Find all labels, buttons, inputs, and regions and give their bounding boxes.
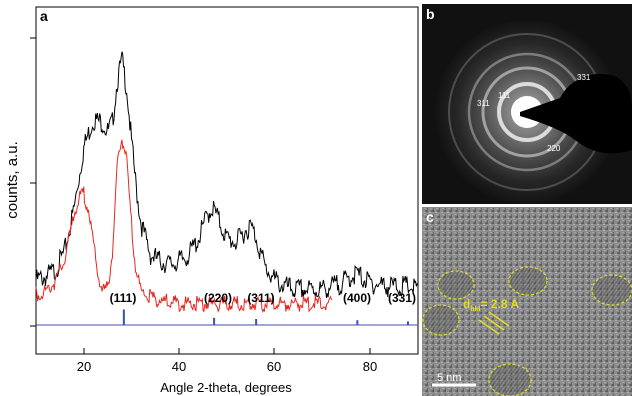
panel-a: a 20 40 60 80 Angle 2-theta, degrees cou… [4,6,419,395]
x-tick-label: 20 [77,359,91,374]
crystal-outline [488,363,532,396]
panel-b-label: b [426,6,435,22]
scale-bar-label: 5 nm [437,372,461,384]
series-layer [35,51,419,325]
crystal-outline [422,304,460,336]
lattice-fringe-marker [478,319,500,335]
crystal-outline [437,270,475,300]
nanocrystal [423,305,459,335]
nanocrystal [438,271,474,299]
lattice-fringe-marker [483,315,505,331]
beam-stop [520,73,632,154]
ring-label-111: 111 [498,91,511,100]
panel-b: b 331 311 111 220 [422,4,632,204]
panel-c-label: c [426,209,434,225]
peak-label-400: (400) [343,291,371,305]
ring-label-331: 331 [577,73,591,82]
x-tick-label: 40 [172,359,186,374]
panel-c: c dhkl= 2.8 A 5 nm [422,207,632,396]
ring-label-311: 311 [477,99,490,108]
peak-label-220: (220) [204,291,232,305]
tem-image [422,207,632,396]
panel-a-label: a [40,8,48,24]
d-spacing-label: dhkl= 2.8 A [463,297,519,313]
nanocrystal [489,364,531,396]
x-tick-label: 60 [267,359,281,374]
nanocrystal [592,275,632,305]
panel-a-frame [35,6,419,355]
crystal-outline [508,266,548,296]
peak-label-111: (111) [110,291,137,305]
peak-label-331: (331) [388,291,416,305]
ring-label-220: 220 [547,144,561,153]
red-series-line [35,139,333,314]
x-tick-label: 80 [363,359,377,374]
nanocrystal [509,267,547,295]
x-axis-label: Angle 2-theta, degrees [160,380,292,395]
black-series-line [35,51,419,298]
crystal-outline [591,274,632,306]
lattice-fringe-marker [488,311,510,327]
y-axis-label: counts, a.u. [4,141,21,219]
peak-label-311: (311) [247,291,274,305]
